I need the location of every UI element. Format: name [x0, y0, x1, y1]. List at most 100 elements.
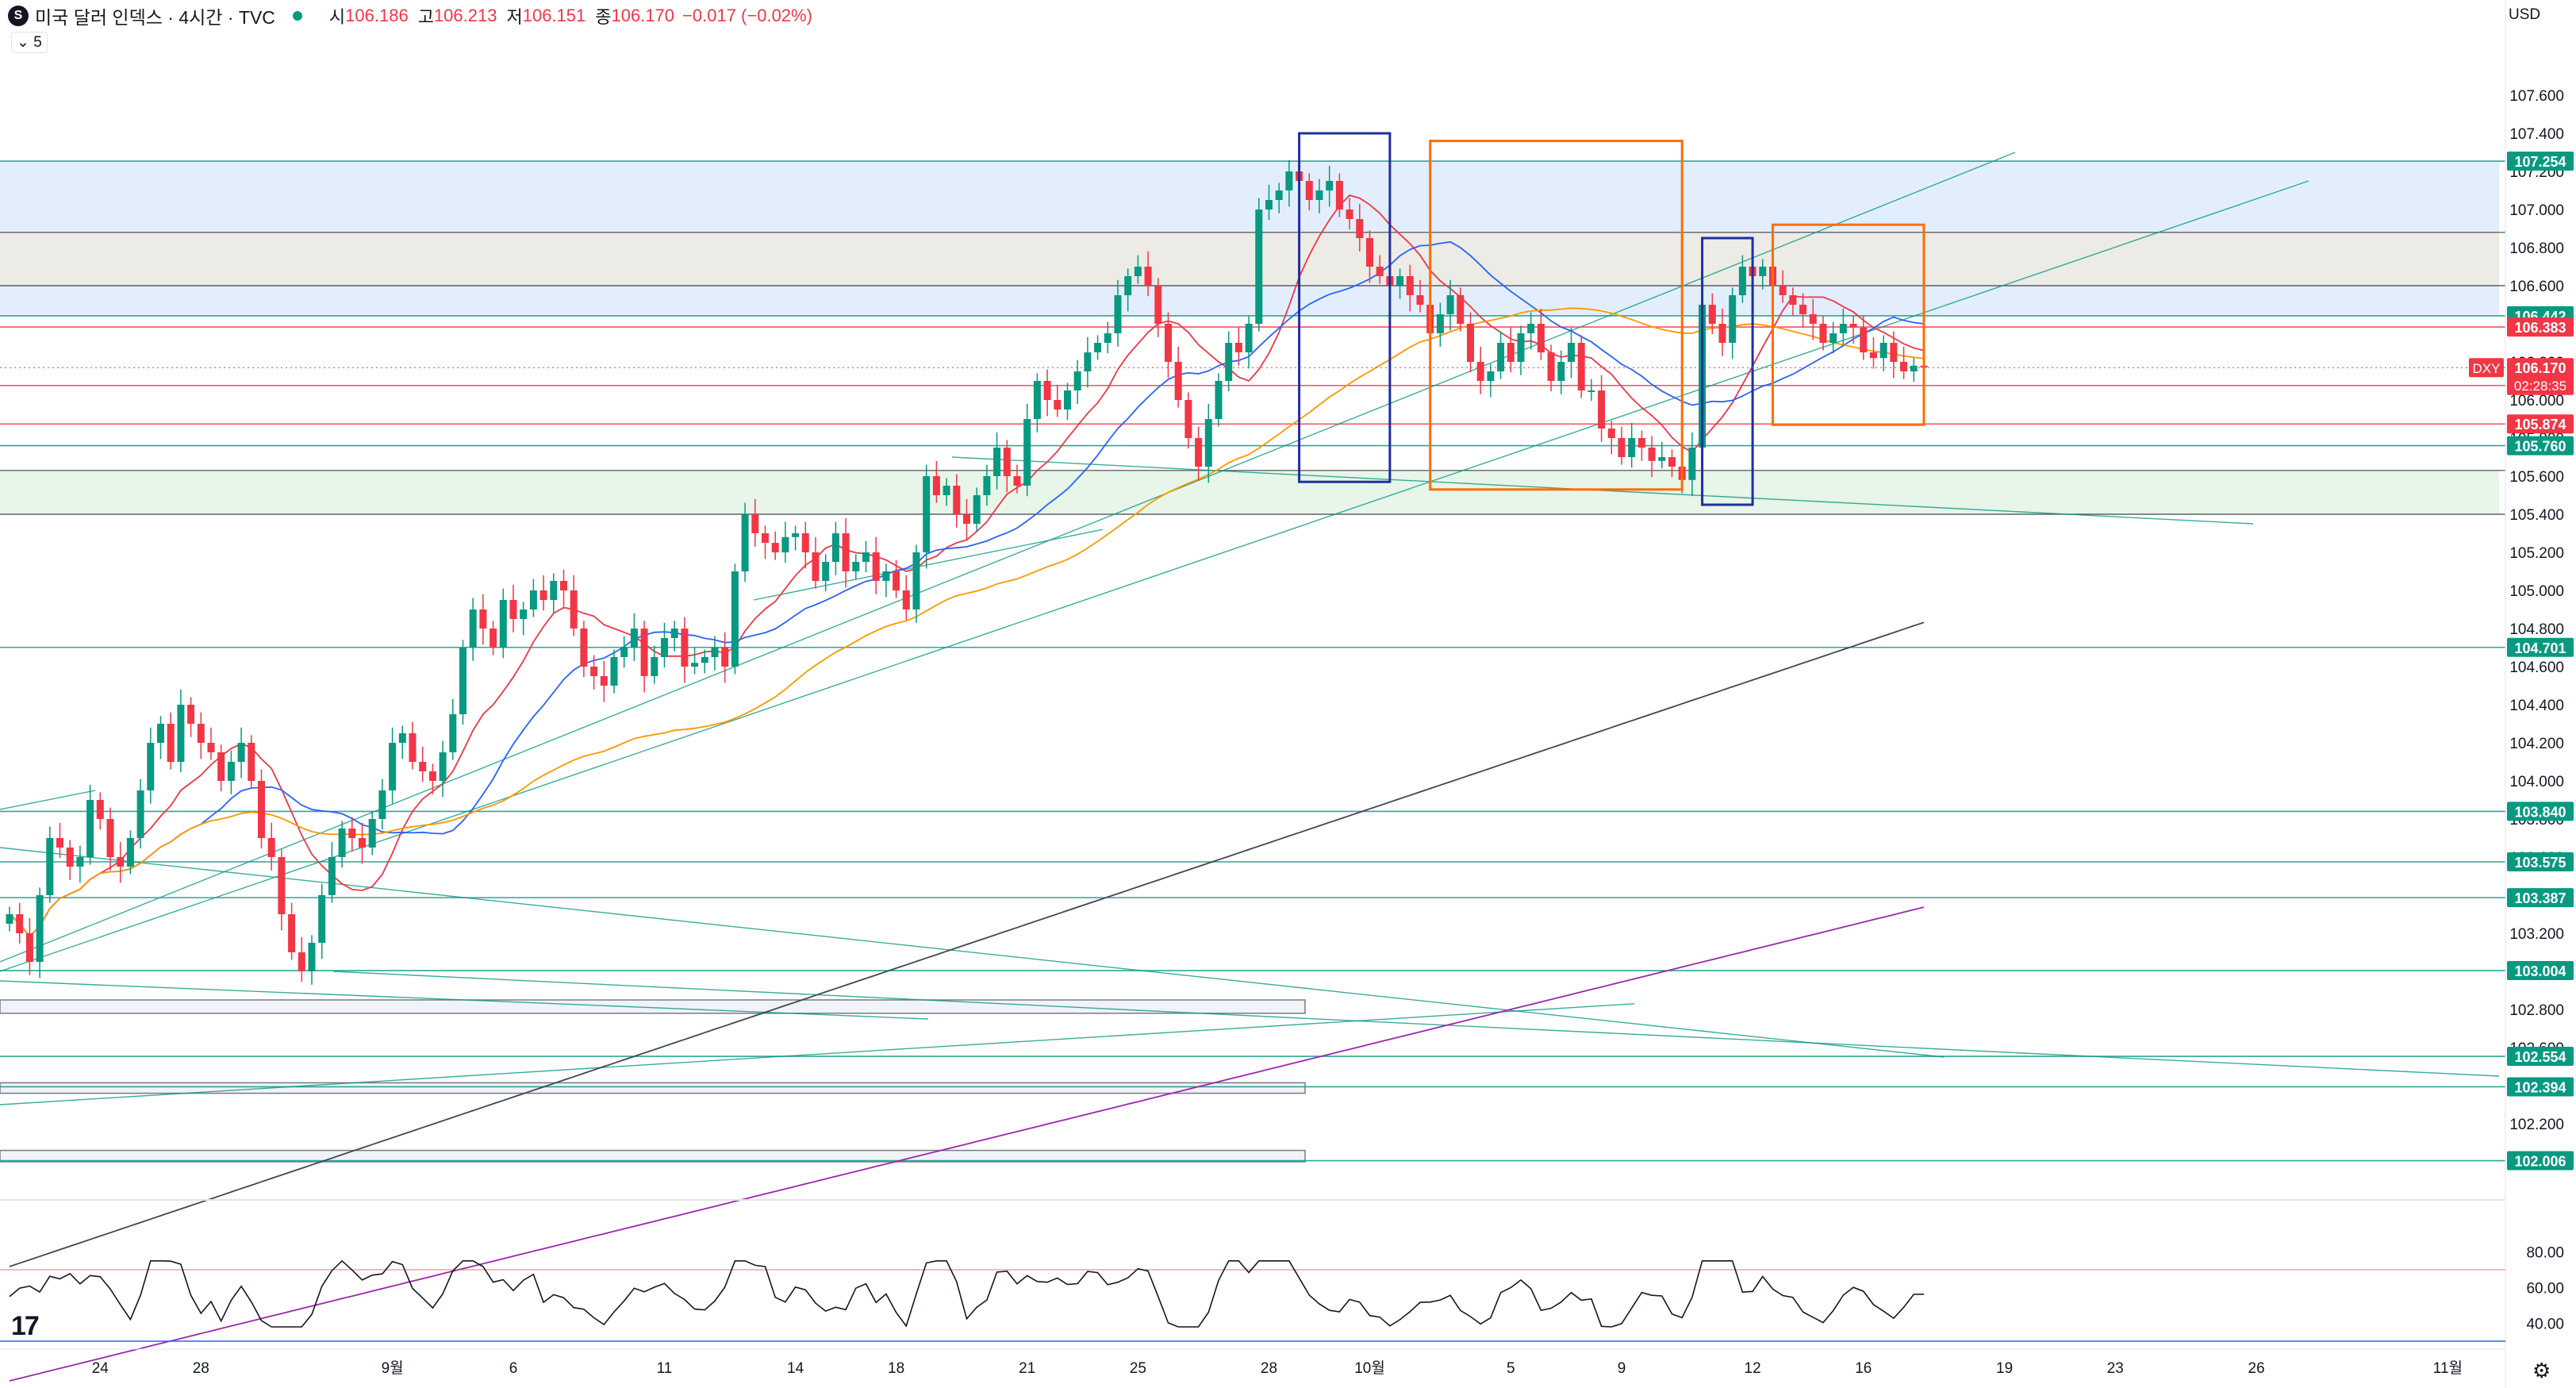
- x-tick-label: 16: [1855, 1360, 1872, 1377]
- candle-body: [701, 657, 708, 663]
- candle-body: [520, 609, 528, 619]
- countdown-label: 02:28:35: [2514, 379, 2566, 394]
- candle-body: [1356, 219, 1364, 238]
- candle-body: [1033, 381, 1041, 419]
- price-label: 106.383: [2514, 320, 2566, 336]
- price-label-bg: [2507, 317, 2574, 337]
- candle-body: [368, 819, 376, 848]
- candle-body: [419, 762, 427, 771]
- currency-label[interactable]: USD: [2509, 6, 2541, 23]
- range-rect-2: [0, 1149, 1306, 1163]
- candle-body: [963, 514, 970, 524]
- candle-body: [1668, 457, 1676, 467]
- symbol-badge[interactable]: S: [8, 6, 29, 26]
- candle-body: [1234, 343, 1242, 352]
- trend-line-0: [0, 152, 2016, 963]
- candle-body: [1335, 181, 1343, 210]
- ma-line-200: [9, 906, 1925, 1382]
- candle-body: [539, 590, 547, 600]
- candle-body: [902, 590, 910, 609]
- candle-body: [1809, 314, 1817, 324]
- price-label: 103.387: [2514, 890, 2566, 906]
- candle-body: [812, 552, 820, 581]
- candle-body: [529, 590, 537, 609]
- candle-body: [1184, 400, 1192, 438]
- candle-body: [1537, 324, 1545, 352]
- candle-body: [1708, 305, 1716, 324]
- candle-body: [318, 895, 326, 943]
- candle-body: [1315, 190, 1323, 200]
- candle-body: [893, 571, 900, 590]
- candle-body: [479, 609, 487, 629]
- candle-body: [1094, 343, 1102, 352]
- candle-body: [1174, 362, 1182, 400]
- candle-body: [1507, 343, 1515, 362]
- price-label-bg: [2507, 637, 2574, 657]
- candle-body: [831, 533, 839, 562]
- candle-body: [1577, 343, 1585, 390]
- candle-body: [651, 657, 658, 676]
- y-tick-label: 104.000: [2509, 774, 2564, 790]
- y-tick-label: 107.400: [2509, 126, 2564, 143]
- candle-body: [1124, 276, 1132, 295]
- candle-body: [1568, 343, 1575, 362]
- price-label-bg: [2507, 888, 2574, 908]
- candle-body: [1305, 181, 1313, 200]
- candle-body: [1870, 352, 1877, 359]
- candle-body: [469, 609, 477, 648]
- x-tick-label: 5: [1507, 1360, 1515, 1377]
- candle-body: [439, 752, 447, 781]
- candle-body: [499, 600, 507, 648]
- range-rect-1: [0, 1082, 1306, 1094]
- candle-body: [328, 857, 336, 895]
- candle-body: [509, 600, 517, 619]
- indicator-toggle[interactable]: ⌄ 5: [11, 32, 48, 53]
- candle-body: [1073, 371, 1081, 390]
- candle-body: [278, 857, 286, 914]
- candle-body: [771, 543, 779, 552]
- candle-body: [1557, 362, 1565, 381]
- price-label-bg: [2507, 436, 2574, 456]
- gear-icon[interactable]: ⚙: [2532, 1359, 2551, 1382]
- y-tick-label: 105.200: [2509, 545, 2564, 562]
- pattern-box-3: [1772, 223, 1925, 426]
- candle-body: [1819, 324, 1827, 343]
- candle-body: [86, 800, 94, 857]
- candle-body: [1003, 448, 1011, 476]
- trend-line-6: [0, 980, 929, 1020]
- candle-body: [842, 533, 850, 571]
- candle-body: [1628, 438, 1636, 457]
- candle-body: [1376, 267, 1384, 276]
- candle-body: [1759, 267, 1767, 276]
- y-tick-label: 103.200: [2509, 926, 2564, 943]
- price-label: 107.254: [2514, 154, 2566, 170]
- candle-body: [1204, 419, 1212, 467]
- y-tick-label: 105.000: [2509, 583, 2564, 600]
- candle-body: [1890, 343, 1898, 362]
- candle-body: [1879, 343, 1887, 359]
- price-label: 103.004: [2514, 963, 2566, 979]
- range-rect-0: [0, 999, 1306, 1014]
- market-status-dot: [292, 11, 302, 21]
- x-tick-label: 24: [92, 1360, 109, 1377]
- candle-body: [570, 590, 578, 629]
- open-value: 106.186: [345, 6, 409, 25]
- candle-body: [862, 552, 870, 562]
- candle-body: [1598, 390, 1606, 429]
- candle-body: [942, 486, 950, 495]
- candle-body: [207, 743, 215, 752]
- candle-body: [1043, 381, 1051, 400]
- osc-tick-label: 60.00: [2526, 1281, 2564, 1298]
- y-tick-label: 104.600: [2509, 659, 2564, 676]
- osc-tick-label: 40.00: [2526, 1317, 2564, 1333]
- x-tick-label: 28: [1261, 1360, 1277, 1377]
- high-label: 고: [417, 7, 434, 27]
- candle-body: [237, 743, 245, 762]
- candle-body: [1789, 295, 1797, 305]
- price-label: 102.554: [2514, 1049, 2566, 1065]
- candle-body: [882, 571, 890, 581]
- tradingview-logo[interactable]: 17: [11, 1311, 40, 1341]
- symbol-title[interactable]: 미국 달러 인덱스 · 4시간 · TVC: [35, 7, 275, 28]
- chevron-down-icon: ⌄: [17, 34, 29, 51]
